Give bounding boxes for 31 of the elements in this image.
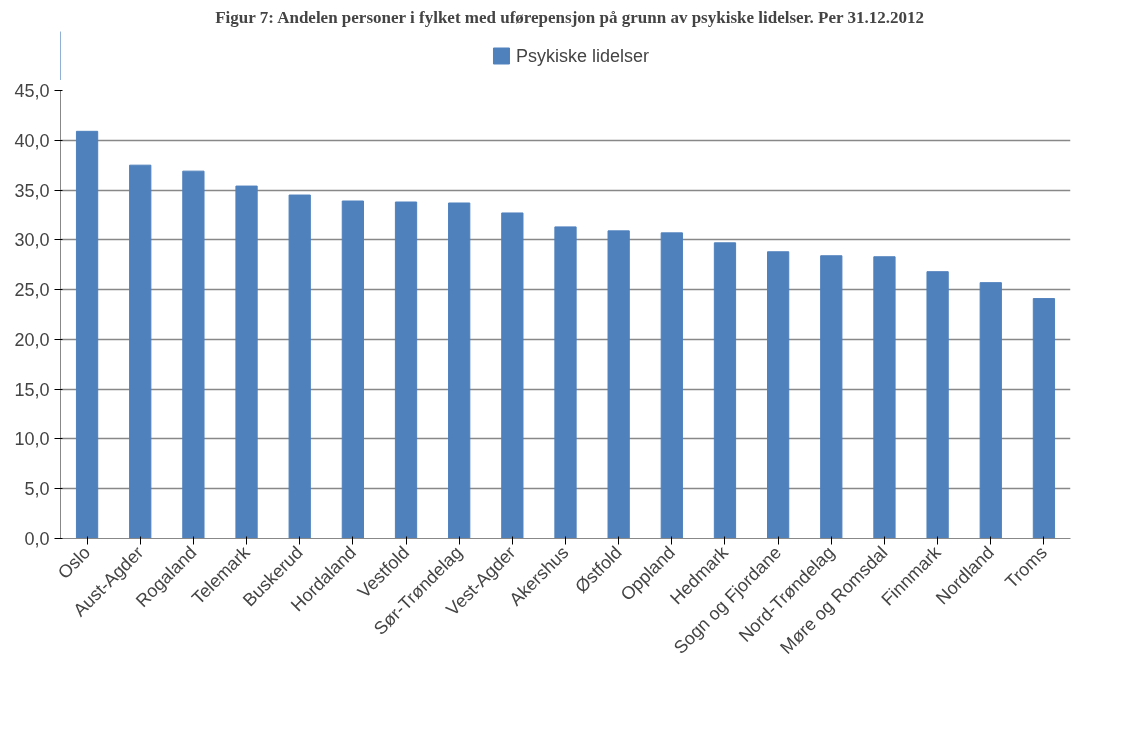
y-tick-label: 20,0 [14,329,50,350]
y-tick-label: 5,0 [24,479,50,500]
bar [341,200,364,539]
bar [1032,298,1056,539]
y-tick-label: 0,0 [24,529,50,549]
bar [554,226,577,539]
bar [394,201,418,539]
y-tick-label: 25,0 [14,280,50,301]
y-tick-label: 35,0 [14,180,50,201]
y-tick-label: 40,0 [14,130,50,151]
bar [607,230,630,539]
bar [713,242,737,539]
bar [448,202,471,539]
bar [979,282,1002,539]
bar [235,185,258,539]
bar [75,130,99,539]
bar [501,212,524,539]
legend-label: Psykiske lidelser [515,45,650,66]
chart-title: Figur 7: Andelen personer i fylket med uførepensjon på grunn av psykiske lidelser. Per 31.12.2012 [215,7,924,27]
y-tick-label: 45,0 [14,81,50,101]
bar [182,170,205,539]
bar [660,232,683,539]
y-tick-label: 30,0 [14,230,50,251]
bar [767,251,790,539]
y-tick-label: 10,0 [14,429,50,450]
bar [129,164,152,539]
bar [873,256,896,539]
bar [288,194,311,539]
bar [820,255,843,539]
bar [926,271,949,539]
y-tick-label: 15,0 [14,379,50,400]
